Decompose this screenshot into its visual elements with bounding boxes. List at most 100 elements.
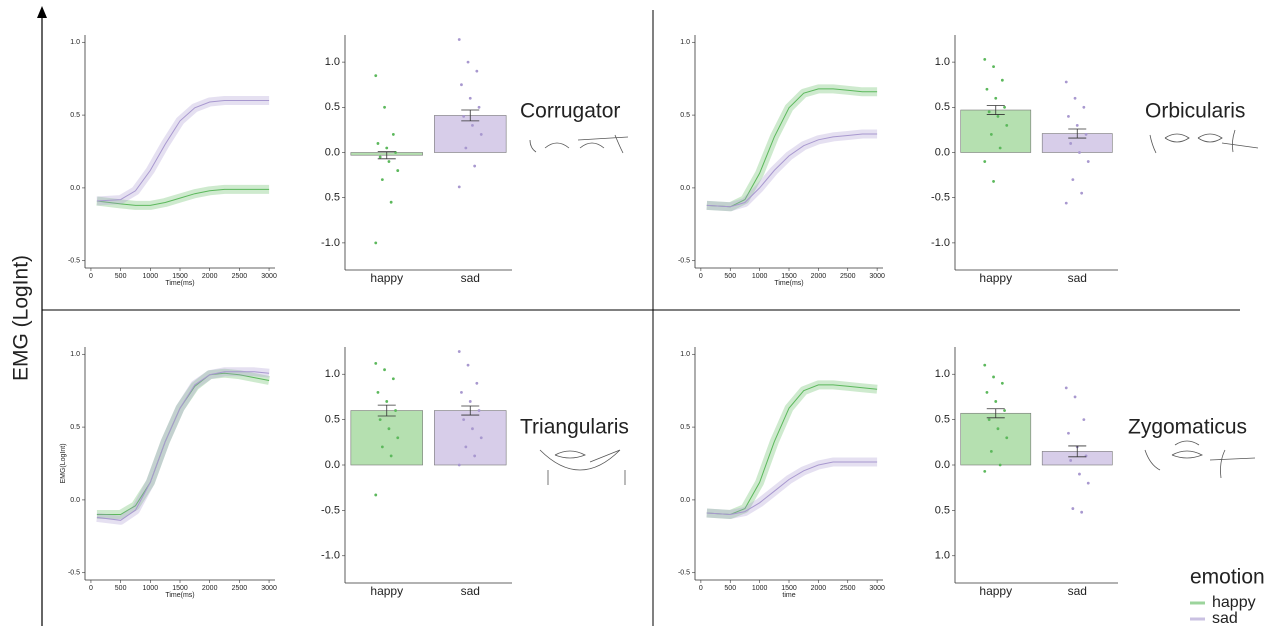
y-tick-label: 0.0 — [325, 459, 340, 471]
data-point — [992, 180, 995, 183]
x-axis-title: time — [782, 592, 795, 599]
data-point — [390, 455, 393, 458]
y-tick-label: 0.5 — [935, 101, 950, 113]
data-point — [473, 165, 476, 168]
x-tick-label: 2000 — [202, 273, 218, 280]
x-tick-label: 0 — [89, 273, 93, 280]
y-tick-label: -0.5 — [68, 570, 80, 577]
y-tick-label: 0.0 — [935, 459, 950, 471]
data-point — [460, 83, 463, 86]
data-point — [1087, 482, 1090, 485]
muscle-title: Zygomaticus — [1128, 416, 1247, 439]
data-point — [1071, 507, 1074, 510]
data-point — [374, 241, 377, 244]
y-tick-label: 0.5 — [680, 112, 690, 119]
ribbon — [97, 373, 269, 514]
x-tick-label: 2000 — [811, 273, 827, 280]
figure: EMG (LogInt) emotion happy sad 1.00.50.0… — [0, 0, 1281, 626]
x-tick-label: happy — [370, 584, 403, 598]
data-point — [478, 106, 481, 109]
data-point — [999, 147, 1002, 150]
data-point — [1071, 178, 1074, 181]
data-point — [983, 470, 986, 473]
y-tick-label: 0.0 — [70, 497, 80, 504]
data-point — [997, 427, 1000, 430]
data-point — [1082, 418, 1085, 421]
line — [97, 372, 269, 521]
y-tick-label: 0.5 — [935, 504, 950, 516]
data-point — [992, 65, 995, 68]
y-tick-label: 0.5 — [325, 414, 340, 426]
data-point — [392, 377, 395, 380]
data-point — [374, 494, 377, 497]
y-tick-label: 1.0 — [325, 368, 340, 380]
bar — [434, 411, 506, 465]
x-tick-label: 2500 — [840, 585, 856, 592]
y-tick-label: 1.0 — [70, 351, 80, 358]
data-point — [388, 160, 391, 163]
legend-title: emotion — [1190, 566, 1265, 589]
data-point — [394, 409, 397, 412]
data-point — [464, 445, 467, 448]
x-tick-label: 1500 — [781, 273, 797, 280]
data-point — [458, 38, 461, 41]
x-tick-label: sad — [461, 271, 480, 285]
y-tick-label: 0.0 — [325, 146, 340, 158]
data-point — [388, 427, 391, 430]
y-tick-label: 1.0 — [325, 56, 340, 68]
x-tick-label: 2500 — [840, 273, 856, 280]
data-point — [469, 400, 472, 403]
x-tick-label: 1000 — [752, 585, 768, 592]
data-point — [383, 106, 386, 109]
data-point — [1078, 473, 1081, 476]
data-point — [1005, 436, 1008, 439]
data-point — [462, 115, 465, 118]
data-point — [374, 74, 377, 77]
muscle-title: Corrugator — [520, 100, 620, 123]
data-point — [1087, 160, 1090, 163]
line — [707, 134, 877, 207]
data-point — [983, 58, 986, 61]
data-point — [471, 124, 474, 127]
x-tick-label: happy — [979, 584, 1012, 598]
x-tick-label: 3000 — [869, 585, 885, 592]
ribbon — [707, 89, 877, 207]
data-point — [396, 169, 399, 172]
y-axis-title: EMG(LogInt) — [60, 443, 67, 483]
data-point — [1074, 396, 1077, 399]
x-tick-label: sad — [1068, 584, 1087, 598]
data-point — [390, 201, 393, 204]
bar — [961, 413, 1031, 465]
data-point — [1003, 106, 1006, 109]
data-point — [1001, 382, 1004, 385]
data-point — [988, 418, 991, 421]
data-point — [377, 391, 380, 394]
y-tick-label: 0.5 — [935, 414, 950, 426]
data-point — [462, 418, 465, 421]
x-tick-label: sad — [461, 584, 480, 598]
data-point — [1005, 124, 1008, 127]
x-tick-label: 3000 — [869, 273, 885, 280]
data-point — [471, 427, 474, 430]
data-point — [374, 362, 377, 365]
x-tick-label: 3000 — [261, 585, 277, 592]
ribbon — [707, 134, 877, 207]
data-point — [467, 364, 470, 367]
y-tick-label: 0.0 — [70, 185, 80, 192]
y-tick-label: 0.5 — [325, 101, 340, 113]
data-point — [1065, 81, 1068, 84]
x-tick-label: happy — [979, 271, 1012, 285]
x-tick-label: happy — [370, 271, 403, 285]
data-point — [1078, 151, 1081, 154]
x-tick-label: 2500 — [232, 273, 248, 280]
x-tick-label: 2500 — [232, 585, 248, 592]
data-point — [458, 464, 461, 467]
y-tick-label: 0.0 — [680, 497, 690, 504]
x-tick-label: 500 — [115, 585, 127, 592]
y-tick-label: 1.0 — [935, 56, 950, 68]
data-point — [983, 364, 986, 367]
y-tick-label: -0.5 — [678, 258, 690, 265]
data-point — [392, 133, 395, 136]
line — [707, 462, 877, 515]
legend-label: happy — [1212, 594, 1256, 611]
